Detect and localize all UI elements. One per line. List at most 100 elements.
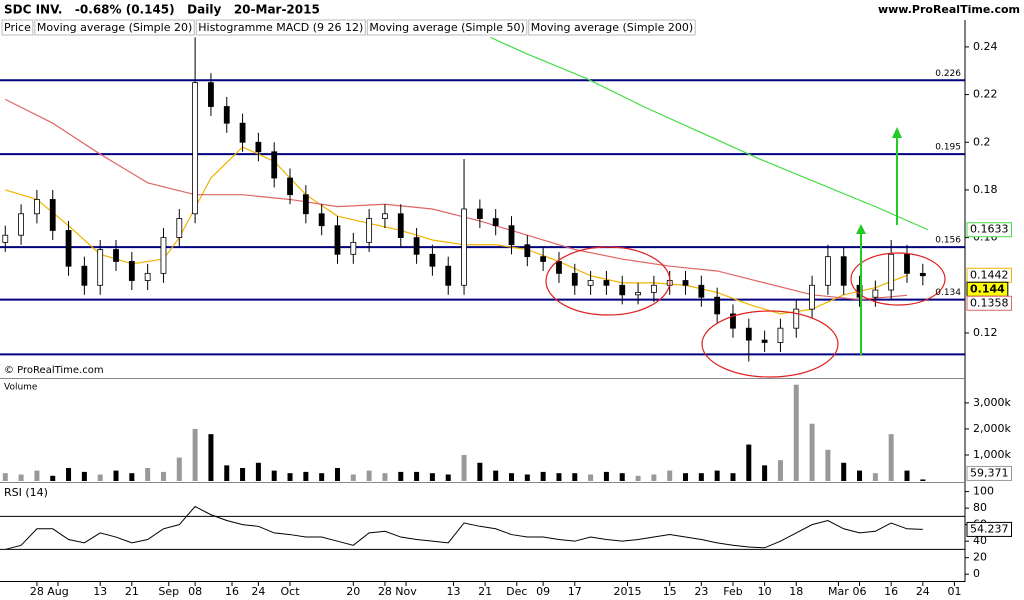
candle-body bbox=[745, 327, 752, 341]
volume-bar bbox=[667, 470, 673, 481]
price-badge-label: 0.1442 bbox=[970, 268, 1009, 281]
y-tick-label: 0 bbox=[973, 567, 980, 580]
volume-bar bbox=[34, 470, 40, 481]
x-tick-label: Feb bbox=[723, 585, 742, 598]
volume-bar bbox=[414, 471, 420, 481]
volume-bar bbox=[477, 462, 483, 481]
y-tick-label: 0.12 bbox=[973, 326, 998, 339]
candle-body bbox=[682, 280, 689, 286]
volume-badge: 59,371 bbox=[970, 466, 1009, 479]
volume-bar bbox=[366, 470, 372, 481]
volume-bar bbox=[334, 467, 340, 481]
candle-body bbox=[334, 225, 341, 255]
x-tick-label: Oct bbox=[281, 585, 301, 598]
price-badge-label: 0.1358 bbox=[970, 296, 1009, 309]
candle-body bbox=[208, 82, 214, 107]
volume-bar bbox=[857, 470, 863, 481]
candle-body bbox=[223, 106, 230, 124]
x-tick-label: 10 bbox=[758, 585, 772, 598]
x-tick-label: 13 bbox=[93, 585, 107, 598]
x-tick-label: Aug bbox=[47, 585, 68, 598]
volume-bar bbox=[271, 470, 277, 481]
candle-body bbox=[2, 234, 9, 243]
y-tick-label: 100 bbox=[973, 485, 994, 498]
candle-body bbox=[508, 225, 515, 246]
volume-bar bbox=[809, 423, 815, 481]
y-tick-label: 80 bbox=[973, 501, 987, 514]
x-tick-label: 21 bbox=[125, 585, 139, 598]
volume-bar bbox=[398, 471, 404, 481]
volume-bar bbox=[603, 471, 609, 481]
candle-body bbox=[160, 237, 167, 274]
volume-bar bbox=[2, 473, 8, 481]
candle-body bbox=[872, 289, 879, 298]
candle-body bbox=[777, 327, 784, 343]
candle-body bbox=[382, 213, 388, 219]
rsi-line bbox=[5, 505, 923, 550]
candle-body bbox=[144, 272, 151, 281]
volume-bar bbox=[97, 474, 103, 481]
candle-body bbox=[34, 199, 40, 215]
candle-body bbox=[413, 237, 420, 255]
volume-bar bbox=[714, 470, 720, 481]
volume-bar bbox=[777, 460, 783, 481]
legend-entry: Histogramme MACD (9 26 12) bbox=[198, 21, 363, 34]
x-tick-label: 06 bbox=[853, 585, 867, 598]
candle-body bbox=[97, 249, 104, 286]
volume-bar bbox=[113, 470, 119, 481]
volume-bar bbox=[192, 428, 198, 481]
candle-body bbox=[81, 265, 88, 286]
volume-bar bbox=[872, 473, 878, 481]
volume-bar bbox=[382, 473, 388, 481]
y-tick-label: 2,000k bbox=[973, 422, 1011, 435]
volume-bar bbox=[160, 471, 166, 481]
volume-bar bbox=[208, 434, 214, 481]
price-badge-label: 0.144 bbox=[970, 282, 1005, 295]
candle-body bbox=[919, 272, 926, 277]
volume-bar bbox=[556, 473, 562, 481]
price-panel bbox=[0, 36, 965, 362]
candle-body bbox=[824, 256, 831, 286]
volume-bar bbox=[651, 474, 657, 481]
moving-average bbox=[5, 98, 908, 301]
candle-body bbox=[287, 177, 293, 196]
volume-bar bbox=[825, 449, 831, 481]
price-badge bbox=[966, 521, 1012, 537]
moving-average bbox=[490, 36, 929, 231]
candle-body bbox=[271, 151, 278, 179]
copyright: © ProRealTime.com bbox=[4, 365, 104, 376]
x-tick-label: 17 bbox=[568, 585, 582, 598]
volume-bar bbox=[841, 462, 847, 481]
x-tick-label: Nov bbox=[395, 585, 417, 598]
x-tick-label: 21 bbox=[478, 585, 492, 598]
candle-body bbox=[176, 218, 183, 239]
volume-bar bbox=[129, 473, 135, 481]
x-tick-label: 2015 bbox=[614, 585, 642, 598]
x-tick-label: 16 bbox=[225, 585, 239, 598]
legend-box bbox=[366, 19, 528, 36]
y-tick-label: 0.2 bbox=[973, 135, 991, 148]
volume-bar bbox=[445, 474, 451, 481]
candle-body bbox=[397, 213, 404, 239]
volume-bar bbox=[303, 471, 309, 481]
volume-bar bbox=[176, 457, 182, 481]
header-site[interactable]: www.ProRealTime.com bbox=[878, 3, 1020, 16]
price-badge-label: 54.237 bbox=[970, 522, 1009, 535]
level-label: 0.156 bbox=[935, 236, 961, 246]
arrow-head bbox=[856, 224, 866, 234]
x-tick-label: 20 bbox=[346, 585, 360, 598]
legend-box bbox=[1, 19, 34, 36]
x-tick-label: 15 bbox=[663, 585, 677, 598]
candle-body bbox=[461, 208, 467, 286]
x-tick-label: 23 bbox=[694, 585, 708, 598]
volume-bar bbox=[746, 444, 752, 481]
volume-badge-box bbox=[966, 465, 1012, 481]
candle-body bbox=[192, 82, 199, 215]
candle-body bbox=[128, 261, 135, 281]
volume-bar bbox=[698, 473, 704, 481]
candle-body bbox=[239, 122, 246, 143]
panel-title: Volume bbox=[4, 383, 38, 393]
volume-bar bbox=[145, 467, 151, 481]
volume-bar bbox=[619, 473, 625, 481]
